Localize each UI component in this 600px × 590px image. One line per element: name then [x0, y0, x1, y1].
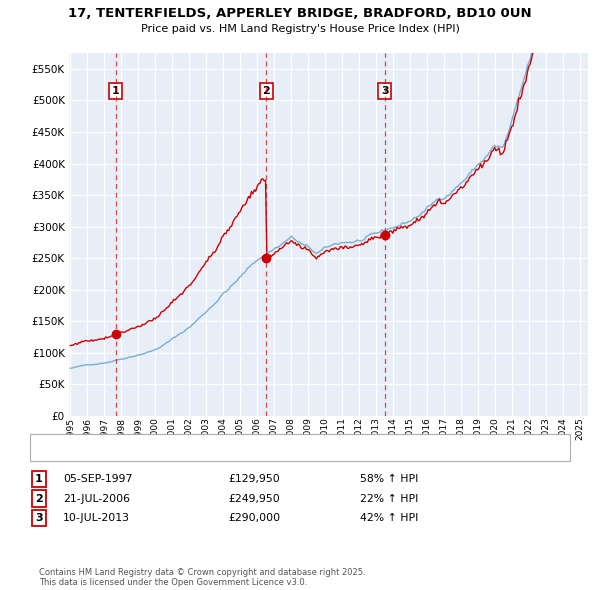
Text: Price paid vs. HM Land Registry's House Price Index (HPI): Price paid vs. HM Land Registry's House … [140, 24, 460, 34]
Text: £290,000: £290,000 [228, 513, 280, 523]
Text: 10-JUL-2013: 10-JUL-2013 [63, 513, 130, 523]
Text: 42% ↑ HPI: 42% ↑ HPI [360, 513, 418, 523]
Text: 17, TENTERFIELDS, APPERLEY BRIDGE, BRADFORD, BD10 0UN: 17, TENTERFIELDS, APPERLEY BRIDGE, BRADF… [68, 7, 532, 20]
Text: 1: 1 [35, 474, 43, 484]
Text: 22% ↑ HPI: 22% ↑ HPI [360, 494, 418, 503]
Text: 58% ↑ HPI: 58% ↑ HPI [360, 474, 418, 484]
Text: 2: 2 [35, 494, 43, 503]
Text: 21-JUL-2006: 21-JUL-2006 [63, 494, 130, 503]
Text: 1: 1 [112, 86, 119, 96]
Text: 3: 3 [381, 86, 388, 96]
Text: Contains HM Land Registry data © Crown copyright and database right 2025.
This d: Contains HM Land Registry data © Crown c… [39, 568, 365, 587]
Text: 2: 2 [263, 86, 270, 96]
Text: HPI: Average price, detached house, Bradford: HPI: Average price, detached house, Brad… [72, 450, 300, 460]
Text: 05-SEP-1997: 05-SEP-1997 [63, 474, 133, 484]
Text: £249,950: £249,950 [228, 494, 280, 503]
Text: 3: 3 [35, 513, 43, 523]
Text: £129,950: £129,950 [228, 474, 280, 484]
Text: 17, TENTERFIELDS, APPERLEY BRIDGE, BRADFORD, BD10 0UN (detached house): 17, TENTERFIELDS, APPERLEY BRIDGE, BRADF… [72, 435, 473, 445]
